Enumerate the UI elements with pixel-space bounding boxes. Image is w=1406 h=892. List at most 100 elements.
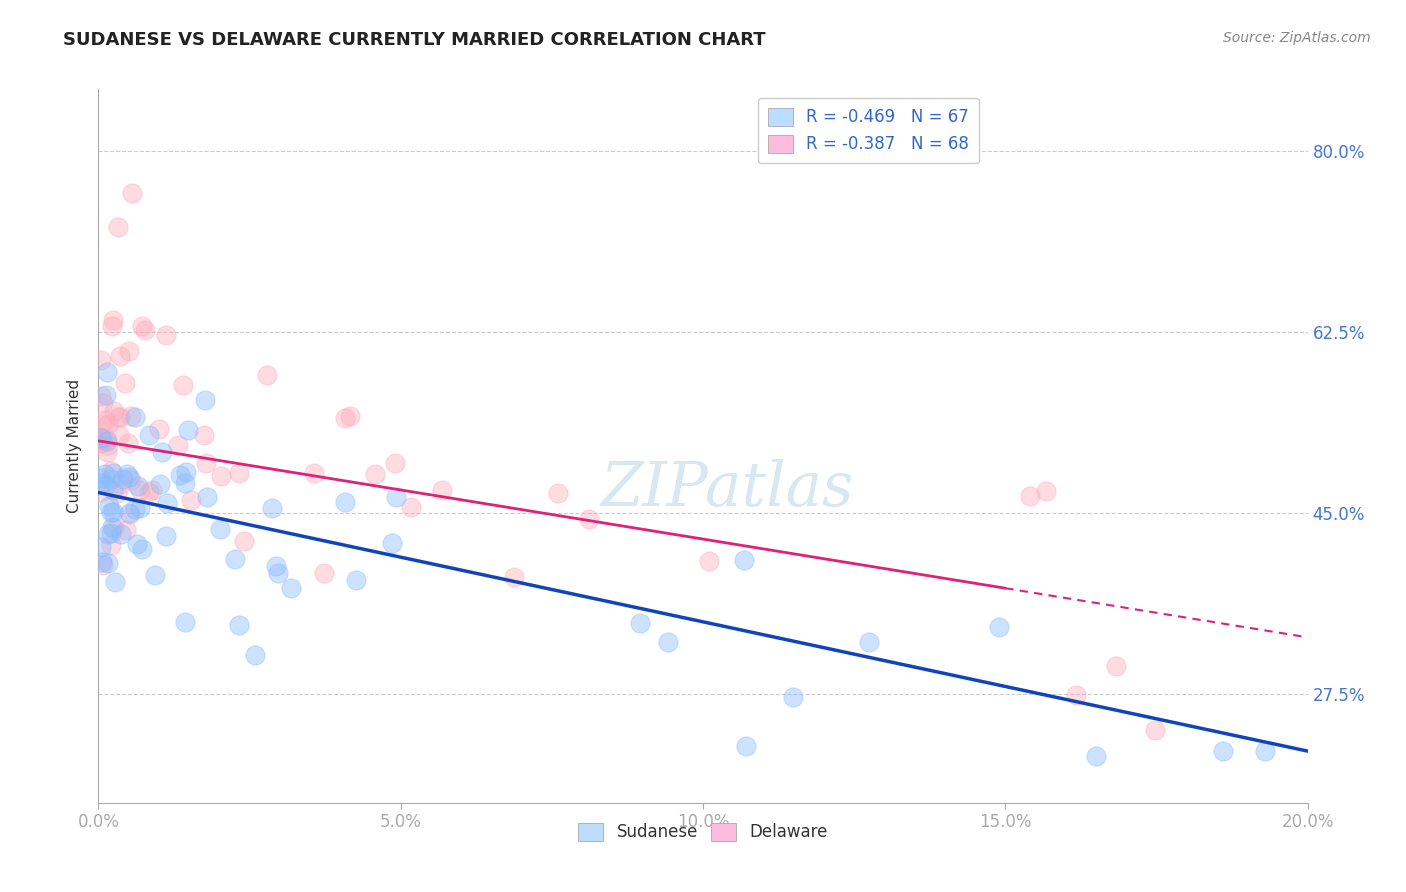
Point — [118, 506, 141, 520]
Point — [94, 467, 117, 482]
Point — [138, 428, 160, 442]
Point — [180, 493, 202, 508]
Point — [90, 475, 112, 490]
Point — [339, 409, 361, 423]
Point — [167, 438, 190, 452]
Point — [118, 470, 141, 484]
Point — [91, 555, 114, 569]
Point — [101, 520, 124, 534]
Point — [141, 483, 163, 498]
Point — [245, 648, 267, 663]
Point — [103, 404, 125, 418]
Point — [1018, 489, 1040, 503]
Point — [94, 478, 117, 492]
Point — [399, 500, 422, 515]
Point — [149, 477, 172, 491]
Point — [112, 472, 135, 486]
Point — [90, 485, 112, 500]
Point — [155, 328, 177, 343]
Point — [90, 430, 112, 444]
Point — [103, 313, 125, 327]
Point — [103, 505, 125, 519]
Point — [143, 567, 166, 582]
Point — [94, 388, 117, 402]
Point — [628, 616, 651, 631]
Point — [114, 523, 136, 537]
Point — [228, 466, 250, 480]
Point — [152, 444, 174, 458]
Point — [381, 536, 404, 550]
Point — [148, 422, 170, 436]
Point — [108, 427, 131, 442]
Point — [256, 368, 278, 383]
Point — [174, 615, 197, 629]
Point — [97, 527, 120, 541]
Point — [98, 500, 121, 514]
Point — [110, 409, 132, 424]
Point — [100, 538, 122, 552]
Point — [94, 413, 117, 427]
Point — [134, 323, 156, 337]
Point — [385, 490, 408, 504]
Point — [657, 635, 679, 649]
Point — [120, 473, 142, 487]
Legend: Sudanese, Delaware: Sudanese, Delaware — [571, 816, 835, 848]
Text: ZIPatlas: ZIPatlas — [600, 458, 853, 519]
Point — [90, 471, 112, 485]
Point — [987, 620, 1010, 634]
Point — [127, 478, 149, 492]
Point — [174, 465, 197, 479]
Point — [131, 541, 153, 556]
Point — [430, 483, 453, 497]
Point — [209, 469, 232, 483]
Point — [120, 507, 142, 521]
Point — [104, 574, 127, 589]
Point — [547, 486, 569, 500]
Point — [169, 468, 191, 483]
Point — [1035, 483, 1057, 498]
Point — [1254, 744, 1277, 758]
Point — [90, 434, 112, 449]
Point — [193, 428, 215, 442]
Point — [224, 552, 246, 566]
Point — [120, 409, 142, 423]
Point — [103, 466, 125, 480]
Point — [97, 417, 120, 432]
Point — [97, 556, 120, 570]
Point — [127, 537, 149, 551]
Text: SUDANESE VS DELAWARE CURRENTLY MARRIED CORRELATION CHART: SUDANESE VS DELAWARE CURRENTLY MARRIED C… — [63, 31, 766, 49]
Point — [121, 186, 143, 200]
Point — [90, 417, 112, 432]
Point — [96, 434, 118, 448]
Point — [267, 566, 290, 580]
Point — [335, 494, 357, 508]
Point — [1064, 688, 1087, 702]
Point — [503, 569, 526, 583]
Point — [101, 319, 124, 334]
Point — [177, 423, 200, 437]
Point — [735, 739, 758, 753]
Point — [110, 349, 132, 363]
Point — [344, 573, 367, 587]
Point — [114, 376, 136, 391]
Point — [124, 409, 146, 424]
Point — [128, 483, 150, 498]
Point — [155, 529, 177, 543]
Point — [97, 438, 120, 452]
Point — [1212, 744, 1234, 758]
Point — [90, 353, 112, 368]
Point — [578, 512, 600, 526]
Point — [264, 559, 287, 574]
Point — [100, 505, 122, 519]
Point — [232, 533, 254, 548]
Point — [90, 540, 112, 554]
Point — [194, 393, 217, 408]
Point — [90, 435, 112, 450]
Point — [115, 467, 138, 481]
Point — [90, 431, 112, 445]
Point — [110, 526, 132, 541]
Point — [364, 467, 387, 481]
Point — [100, 472, 122, 486]
Point — [384, 456, 406, 470]
Point — [195, 456, 218, 470]
